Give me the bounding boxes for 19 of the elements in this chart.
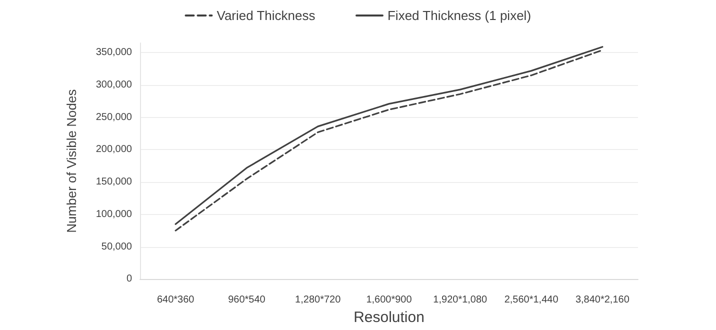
x-tick-label: 1,600*900 [366, 294, 412, 306]
x-tick-label: 2,560*1,440 [504, 294, 559, 306]
x-tick-label: 3,840*2,160 [575, 294, 630, 306]
x-tick-label: 1,280*720 [295, 294, 342, 306]
x-tick-label: 1,920*1,080 [433, 294, 488, 306]
legend-label: Varied Thickness [216, 8, 316, 23]
y-tick-label: 350,000 [96, 47, 132, 58]
y-tick-label: 150,000 [96, 176, 132, 188]
y-tick-label: 0 [126, 274, 132, 285]
y-tick-label: 250,000 [96, 112, 132, 123]
x-tick-label: 960*540 [228, 294, 266, 306]
y-tick-label: 200,000 [96, 144, 132, 156]
y-axis-title: Number of Visible Nodes [64, 88, 79, 233]
y-tick-label: 50,000 [101, 241, 132, 252]
legend-label: Fixed Thickness (1 pixel) [387, 8, 532, 23]
x-tick-label: 640*360 [156, 294, 195, 306]
y-tick-label: 100,000 [96, 208, 132, 220]
x-axis-title: Resolution [354, 309, 424, 326]
y-tick-label: 300,000 [96, 80, 132, 91]
